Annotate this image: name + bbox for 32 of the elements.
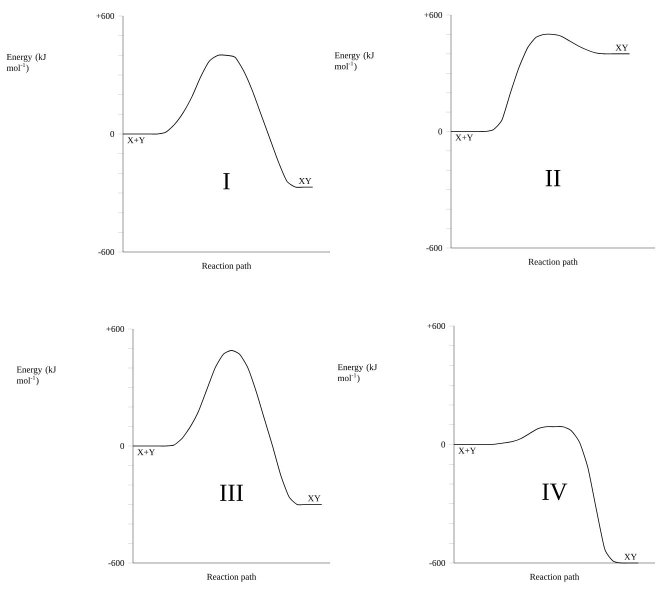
- annotation: XY: [624, 554, 637, 560]
- y-tick-label: +600: [106, 326, 124, 332]
- y-axis-title: Energy (kJ mol$^{-1}$): [338, 364, 378, 383]
- y-tick-label: -600: [426, 244, 442, 252]
- y-tick-label: 0: [438, 128, 442, 135]
- annotation: X+Y: [137, 449, 155, 456]
- y-tick-label: +600: [96, 12, 114, 20]
- annotation: XY: [616, 44, 628, 51]
- y-axis-title: Energy (kJ mol$^{-1}$): [16, 366, 56, 386]
- annotation: IV: [542, 484, 568, 500]
- y-axis-title: Energy (kJ mol$^{-1}$): [334, 52, 374, 72]
- x-axis-title: Reaction path: [206, 574, 256, 582]
- annotation: III: [220, 484, 243, 501]
- x-axis-title: Reaction path: [530, 574, 580, 582]
- x-axis-title: Reaction path: [202, 262, 252, 271]
- annotation: II: [546, 170, 560, 186]
- annotation: X+Y: [458, 448, 476, 454]
- y-tick-label: 0: [110, 130, 114, 138]
- annotation: XY: [308, 495, 320, 502]
- y-tick-label: 0: [441, 441, 446, 448]
- y-axis-title: Energy (kJ mol$^{-1}$): [6, 54, 46, 73]
- x-axis-title: Reaction path: [528, 258, 578, 267]
- y-tick-label: 0: [120, 442, 124, 450]
- y-tick-label: +600: [427, 322, 446, 330]
- annotation: XY: [298, 178, 312, 184]
- y-tick-label: -600: [108, 560, 124, 566]
- y-tick-label: -600: [429, 560, 446, 566]
- y-tick-label: -600: [98, 248, 114, 256]
- annotation: I: [223, 173, 230, 190]
- annotation: X+Y: [455, 134, 473, 141]
- y-tick-label: +600: [424, 12, 442, 18]
- annotation: X+Y: [127, 137, 145, 144]
